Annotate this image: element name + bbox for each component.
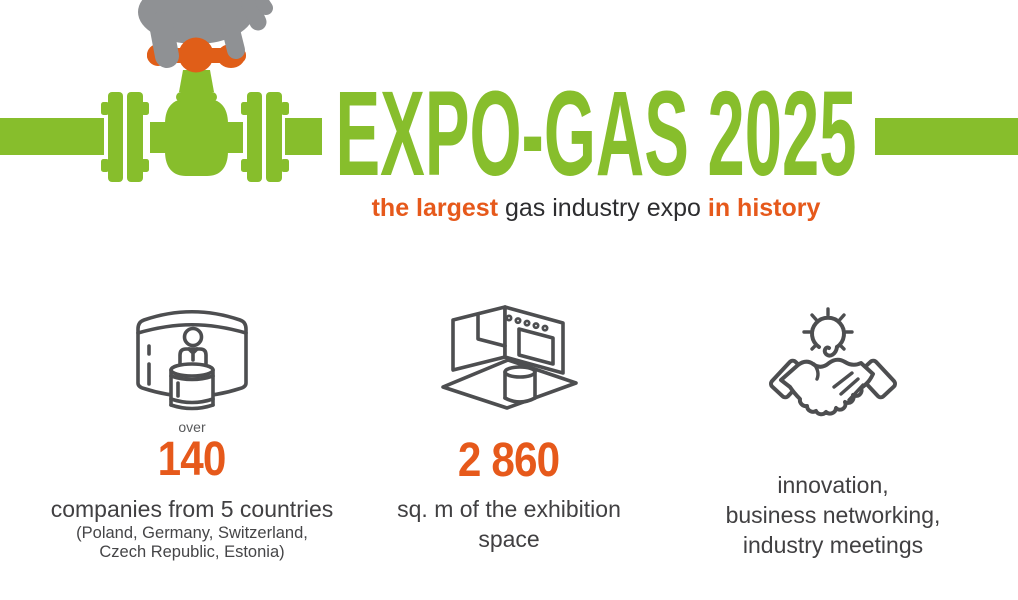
stat-value-space: 2 860 <box>458 434 560 487</box>
page-title: EXPO-GAS 2025 <box>336 78 857 184</box>
stat-exhibitors: over 140 companies from 5 countries (Pol… <box>22 298 362 562</box>
stat-label-networking-2: business networking, <box>725 502 941 528</box>
stat-value-exhibitors: 140 <box>158 433 227 486</box>
handshake-lightbulb-icon <box>769 307 897 417</box>
stat-sublabel-countries-2: Czech Republic, Estonia) <box>99 543 285 561</box>
right-pipe-segment <box>875 118 1018 155</box>
stat-label-space-2: space <box>478 526 540 552</box>
exhibition-space-icon <box>441 305 578 410</box>
stat-networking: innovation, business networking, industr… <box>673 298 993 560</box>
stat-label-exhibitors: companies from 5 countries <box>50 496 334 522</box>
stat-sublabel-countries-1: (Poland, Germany, Switzerland, <box>76 524 308 542</box>
stat-space: 2 860 sq. m of the exhibition space <box>369 298 649 554</box>
hand-fingers <box>149 9 245 68</box>
stat-qualifier: over <box>178 419 206 435</box>
stat-label-networking-1: innovation, <box>777 472 889 498</box>
subtitle-middle: gas industry expo <box>498 194 708 222</box>
pipeline-graphic <box>0 70 1018 182</box>
stat-label-networking-3: industry meetings <box>742 532 924 558</box>
subtitle: the largest gas industry expo in history <box>372 193 821 223</box>
subtitle-accent-2: in history <box>707 194 821 222</box>
subtitle-accent-1: the largest <box>371 194 499 222</box>
title-graphic: EXPO-GAS 2025 <box>336 78 857 184</box>
exhibition-booth-icon <box>136 309 248 411</box>
stat-label-space-1: sq. m of the exhibition <box>397 496 621 522</box>
gas-valve-logo <box>0 0 1018 182</box>
